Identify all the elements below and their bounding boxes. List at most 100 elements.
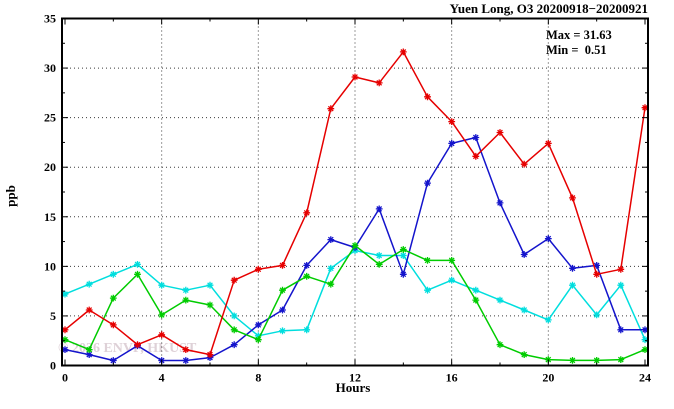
x-tick-label-24: 24 [639, 371, 651, 385]
series-cyan-marker [109, 270, 117, 278]
series-green-marker [279, 286, 286, 294]
series-cyan-marker [472, 286, 480, 294]
series-blue-marker [496, 199, 504, 207]
series-green-marker [448, 256, 456, 264]
series-cyan-marker [569, 281, 576, 289]
y-tick-label-0: 0 [50, 359, 56, 373]
series-blue-marker [569, 264, 576, 272]
x-tick-label-16: 16 [446, 371, 458, 385]
x-tick-label-12: 12 [349, 371, 361, 385]
series-red-marker [617, 265, 625, 273]
series-red-marker [375, 79, 383, 87]
series-blue-marker [85, 351, 93, 359]
series-cyan-marker [303, 326, 311, 334]
series-blue-marker [303, 261, 311, 269]
axis-tick-labels: 0 4 8 12 16 20 24 0 5 10 15 20 25 30 35 [44, 12, 651, 385]
series-blue-marker [254, 321, 262, 329]
series-red-marker [569, 194, 576, 202]
x-tick-label-20: 20 [542, 371, 554, 385]
series-cyan-marker [182, 286, 190, 294]
series-green-marker [230, 326, 238, 334]
y-tick-label-15: 15 [44, 210, 56, 224]
series-blue-marker [182, 357, 190, 364]
series-green-marker [641, 346, 649, 354]
series-red-marker [496, 129, 504, 136]
series-green-marker [182, 296, 190, 304]
series-cyan-marker [593, 311, 601, 319]
series-green-marker [472, 296, 480, 304]
series-cyan-marker [375, 252, 383, 259]
series-blue-marker [279, 306, 286, 314]
series-blue-marker [544, 235, 552, 243]
series-red-marker [424, 93, 431, 101]
series-blue-marker [424, 179, 431, 187]
y-tick-label-35: 35 [44, 12, 56, 26]
series-blue-marker [61, 346, 69, 354]
series-cyan-marker [448, 276, 456, 284]
y-tick-label-10: 10 [44, 259, 56, 273]
series-blue-marker [230, 341, 238, 349]
series-cyan-marker [279, 327, 286, 335]
series-cyan-marker [544, 316, 552, 324]
y-tick-label-5: 5 [50, 309, 56, 323]
series-cyan-marker [520, 306, 528, 314]
series-cyan-marker [230, 312, 238, 320]
series-cyan-marker [424, 286, 431, 294]
watermark-text: © 2026 ENVF, HKUST [58, 341, 197, 356]
series-red-marker [593, 270, 601, 278]
series-red-marker [182, 346, 190, 354]
series-cyan-marker [254, 332, 262, 340]
series-green-marker [351, 242, 359, 249]
series-cyan-marker [158, 281, 166, 289]
series-cyan-marker [85, 280, 93, 288]
series-red-marker [254, 265, 262, 273]
series-cyan-marker [61, 290, 69, 298]
x-axis-label: Hours [336, 380, 371, 395]
series-red-marker [520, 160, 528, 168]
series-red-marker [641, 104, 649, 112]
series-blue-marker [399, 270, 407, 278]
series-blue-marker [641, 326, 649, 334]
series-green-marker [109, 294, 117, 302]
series-green-marker [134, 270, 141, 278]
series-green-marker [520, 351, 528, 359]
y-tick-label-20: 20 [44, 160, 56, 174]
series-green-marker [158, 311, 166, 319]
series-blue-marker [375, 205, 383, 213]
series-red-marker [134, 341, 141, 349]
series-green-marker [61, 336, 69, 344]
series-red-marker [158, 331, 166, 339]
series-cyan-marker [134, 260, 141, 268]
series-blue-marker [327, 236, 335, 244]
y-axis-label: ppb [3, 185, 18, 207]
series-red-marker [448, 118, 456, 125]
series-cyan-marker [206, 281, 214, 289]
series-red-marker [327, 105, 335, 113]
series-green-marker [327, 280, 335, 288]
series-red-marker [472, 152, 480, 160]
y-tick-label-25: 25 [44, 111, 56, 125]
series-green-marker [254, 336, 262, 344]
series-red [61, 48, 649, 359]
series-blue-marker [593, 261, 601, 269]
chart-title: Yuen Long, O3 20200918−20200921 [450, 1, 648, 16]
series-cyan-marker [399, 252, 407, 259]
series-red-marker [85, 306, 93, 314]
series-cyan-marker [496, 296, 504, 304]
series-cyan-marker [641, 336, 649, 344]
series-green-marker [496, 341, 504, 349]
series-green-marker [303, 272, 311, 280]
max-annotation: Max = 31.63 [546, 28, 612, 42]
series-red-marker [303, 209, 311, 217]
series-green-marker [85, 346, 93, 354]
series-green-marker [617, 356, 625, 364]
series-red-marker [61, 326, 69, 334]
series-red-marker [109, 321, 117, 329]
series-red-marker [206, 351, 214, 359]
series-red-marker [544, 139, 552, 147]
series-green-marker [399, 246, 407, 253]
series-blue-marker [109, 357, 117, 364]
